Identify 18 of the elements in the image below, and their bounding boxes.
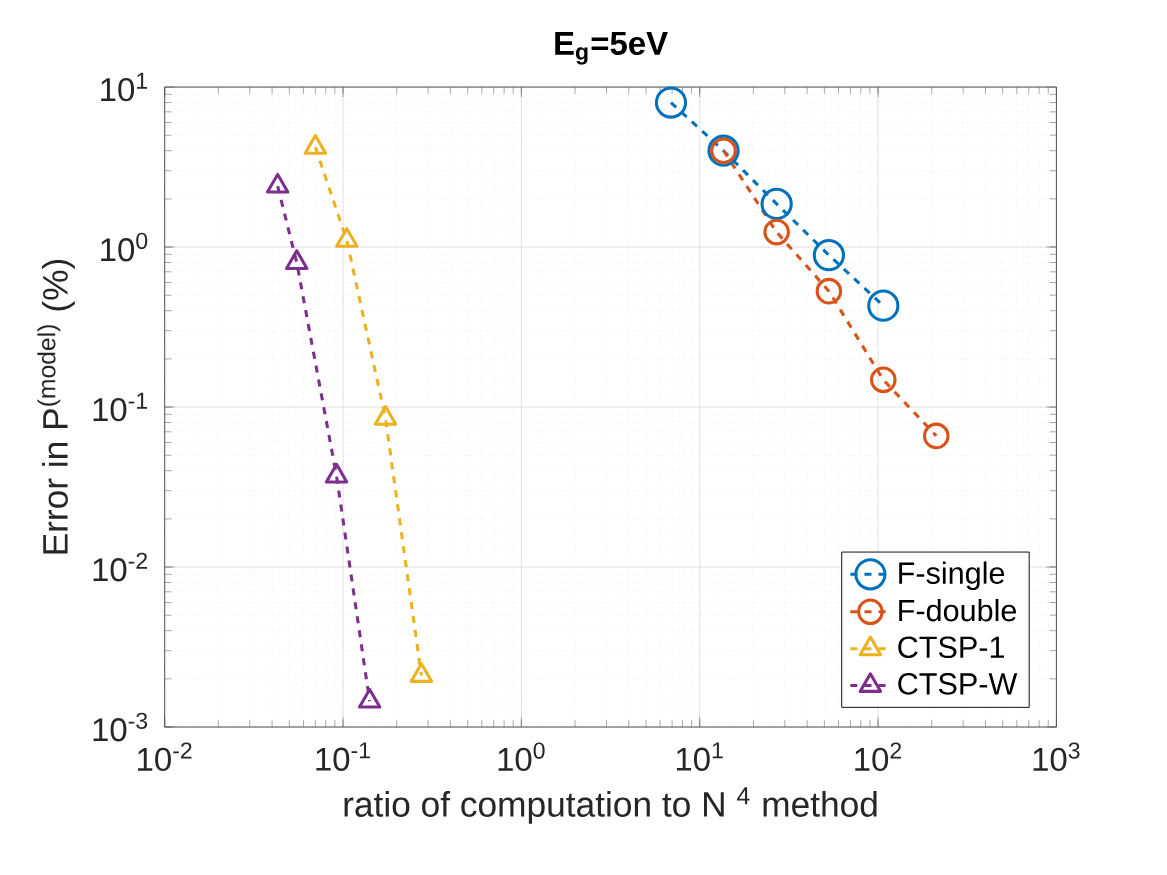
y-tick-label: 10$^{-3}$ [93, 712, 148, 742]
legend-label: F-double [899, 598, 1017, 622]
x-tick-label: 10$^{-1}$ [316, 742, 370, 771]
x-tick-label: 10$^{-2}$ [138, 742, 192, 771]
y-axis-title: Error in P$^{(model)}$ (%) [37, 259, 75, 554]
x-tick-label: 10$^{0}$ [498, 742, 545, 771]
legend-label: CTSP-1 [898, 636, 1004, 658]
x-tick-label: 10$^{3}$ [1033, 742, 1080, 771]
legend-label: CTSP-W [898, 672, 1018, 695]
x-axis-title: ratio of computation to N $^{4}$ method [344, 787, 877, 824]
x-tick-label: 10$^{2}$ [855, 742, 902, 771]
y-tick-label: 10$^{1}$ [101, 72, 148, 102]
y-tick-label: 10$^{0}$ [101, 232, 148, 262]
chart-title: E$_{g}$=5eV [555, 31, 668, 65]
y-tick-label: 10$^{-2}$ [93, 552, 147, 582]
legend-label: F-single [899, 561, 1005, 590]
x-tick-label: 10$^{1}$ [676, 742, 723, 771]
y-tick-label: 10$^{-1}$ [93, 392, 148, 422]
